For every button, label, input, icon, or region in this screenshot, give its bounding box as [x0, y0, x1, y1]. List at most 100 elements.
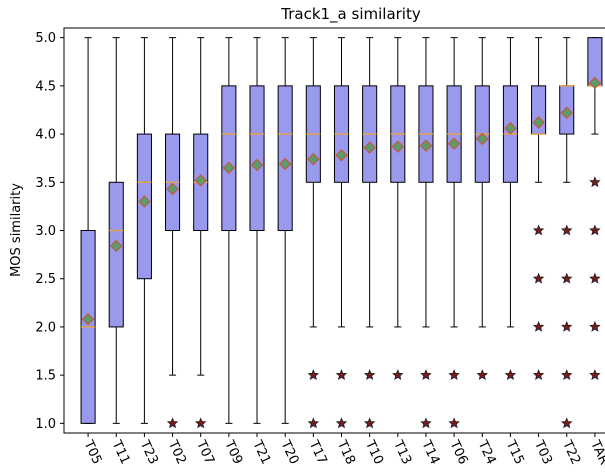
outlier-point	[532, 369, 545, 381]
box	[108, 181, 124, 328]
box-group-t06	[446, 37, 462, 429]
x-tick-label: T02	[165, 437, 189, 466]
x-tick-label: T23	[136, 437, 160, 466]
x-tick-label: T20	[277, 437, 301, 466]
outlier-point	[560, 417, 573, 429]
y-tick-label: 4.5	[35, 79, 56, 94]
y-tick-label: 5.0	[35, 31, 56, 46]
x-tick-label: T21	[249, 437, 273, 466]
x-tick-label: T11	[108, 437, 132, 466]
box-group-t11	[108, 37, 124, 424]
x-tick-label: T14	[418, 437, 442, 466]
y-tick-label: 4.0	[35, 128, 56, 143]
mean-marker	[560, 106, 573, 120]
y-tick-label: 1.5	[35, 369, 56, 384]
x-tick-label: T13	[390, 437, 414, 466]
outlier-point	[307, 369, 320, 381]
outlier-point	[560, 224, 573, 236]
mean-marker	[110, 239, 123, 253]
outlier-point	[448, 417, 460, 429]
outlier-point	[363, 369, 376, 381]
mean-marker	[278, 157, 292, 171]
box-group-t10	[362, 37, 378, 429]
mean-marker	[81, 313, 95, 326]
outlier-point	[589, 176, 601, 188]
x-tick-label: T17	[305, 437, 329, 466]
y-tick-label: 3.0	[35, 224, 56, 239]
mean-marker	[250, 158, 264, 172]
outlier-point	[335, 369, 348, 381]
mean-marker	[476, 132, 489, 146]
outlier-point	[335, 417, 348, 429]
mean-marker	[588, 76, 602, 90]
outlier-point	[420, 369, 432, 381]
mean-marker	[391, 140, 405, 153]
box	[221, 85, 237, 231]
x-tick-label: T15	[502, 437, 526, 466]
y-axis-label: MOS similarity	[9, 183, 24, 277]
x-tick-label: T09	[221, 437, 245, 466]
outlier-point	[560, 272, 573, 284]
box-group-t21	[249, 37, 265, 424]
outlier-point	[560, 369, 573, 381]
y-tick-label: 1.0	[35, 417, 56, 432]
box-group-t05	[80, 37, 96, 424]
mean-marker	[307, 152, 320, 166]
mean-marker	[532, 116, 545, 129]
box-group-t02	[165, 37, 181, 429]
outlier-point	[392, 369, 404, 381]
x-tick-label: T22	[559, 437, 583, 466]
mean-marker	[222, 161, 236, 175]
box-group-t22	[559, 37, 575, 429]
outlier-point	[589, 272, 601, 284]
box-group-t23	[136, 37, 152, 424]
y-axis: 1.0 1.5 2.0 2.5 3.0 3.5 4.0 4.5 5.0	[35, 31, 64, 432]
outlier-point	[589, 369, 601, 381]
outlier-point	[166, 417, 179, 429]
axes-frame	[63, 27, 605, 434]
x-tick-label: T06	[446, 437, 470, 466]
x-tick-label: TAR	[587, 437, 605, 467]
box	[249, 85, 265, 231]
outlier-point	[532, 320, 545, 332]
mean-marker	[504, 122, 517, 135]
mean-marker	[166, 182, 179, 196]
box-group-t13	[390, 37, 406, 381]
chart-title: Track1_a similarity	[280, 5, 421, 24]
box-group-t20	[277, 37, 293, 424]
box-group-t24	[474, 37, 490, 381]
mean-marker	[419, 139, 433, 152]
mean-marker	[363, 141, 376, 154]
box-group-t14	[418, 37, 434, 429]
y-tick-label: 2.5	[35, 272, 56, 287]
outlier-point	[194, 417, 207, 429]
box-group-t09	[221, 37, 237, 424]
x-tick-label: T24	[474, 437, 498, 466]
x-tick-label: T07	[193, 437, 217, 466]
outlier-point	[532, 272, 545, 284]
outlier-point	[307, 417, 320, 429]
outlier-point	[560, 320, 573, 332]
mean-marker	[447, 137, 461, 150]
x-axis: T05 T11 T23 T02 T07 T09 T21 T20 T17 T18 T10 T13 T14 T…	[80, 433, 605, 467]
outlier-point	[363, 417, 376, 429]
box-group-t07	[193, 37, 209, 429]
x-tick-label: T18	[333, 437, 357, 466]
plot-area	[80, 37, 603, 429]
outlier-point	[476, 369, 489, 381]
y-tick-label: 3.5	[35, 176, 56, 191]
mean-marker	[335, 149, 348, 162]
y-tick-label: 2.0	[35, 320, 56, 335]
outlier-point	[504, 369, 517, 381]
x-tick-label: T05	[80, 437, 104, 466]
mean-marker	[194, 174, 207, 187]
box-group-t18	[333, 37, 350, 429]
box-group-tar	[587, 37, 603, 381]
mean-marker	[138, 195, 151, 208]
outlier-point	[589, 320, 601, 332]
box-group-t03	[531, 37, 547, 381]
outlier-point	[448, 369, 460, 381]
x-tick-label: T10	[362, 437, 386, 466]
x-tick-label: T03	[531, 437, 555, 466]
